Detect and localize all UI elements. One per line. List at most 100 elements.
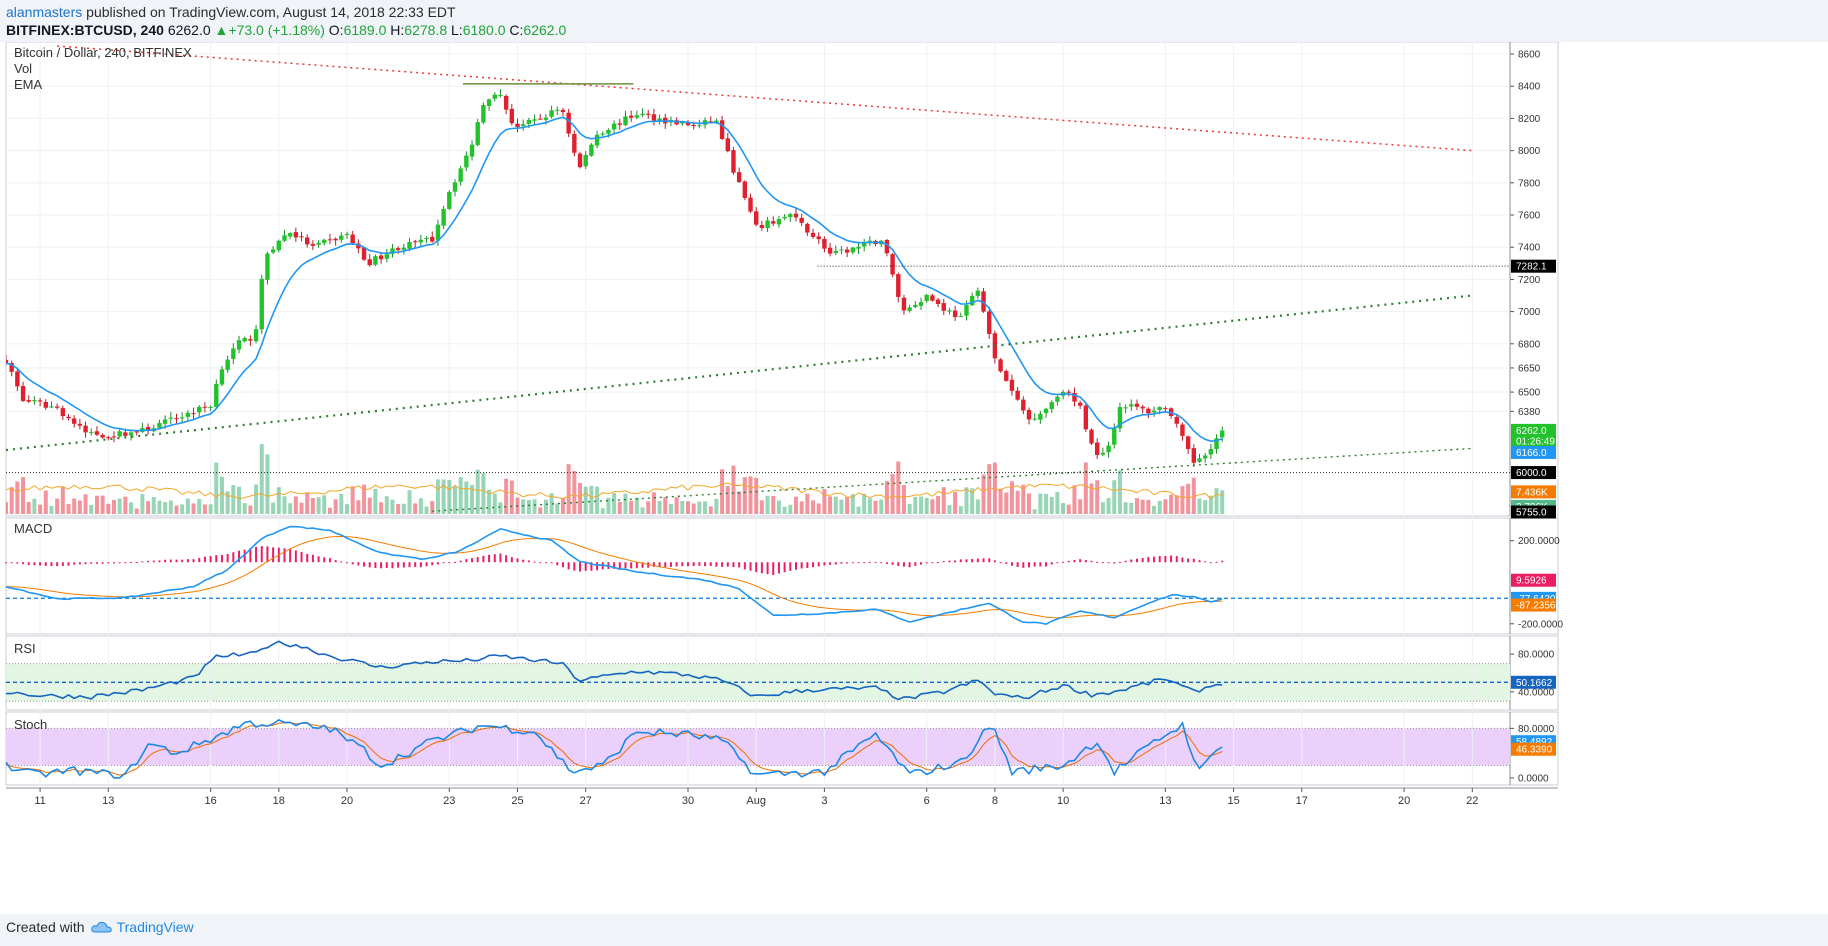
macd-hist-bar [550,562,553,564]
close-label: C: [509,22,524,38]
macd-hist-bar [732,562,735,568]
volume-bar [350,486,355,514]
macd-hist-bar [141,561,144,563]
price-pane-title: Bitcoin / Dollar, 240, BITFINEX [14,45,192,60]
macd-hist-bar [385,562,388,568]
candle-body [799,217,804,223]
volume-bar [1100,502,1105,514]
x-tick-label: 13 [1159,795,1171,807]
volume-bar [555,503,560,514]
candle-body [839,249,844,251]
volume-bar [129,502,134,514]
macd-hist-bar [61,562,64,567]
volume-bar [1061,503,1066,514]
symbol-label: BITFINEX:BTCUSD, 240 [6,22,164,38]
candle-body [452,182,458,192]
volume-ma-line [6,482,1223,500]
candle-body [287,233,293,237]
candle-body [896,274,901,297]
macd-hist-bar [209,556,212,563]
volume-bar [890,474,895,514]
candle-body [560,109,566,113]
candle-body [242,338,247,342]
candle-body [15,371,20,387]
candle-body [1038,413,1043,420]
macd-hist-bar [527,560,530,563]
candle-body [424,237,429,239]
macd-hist-bar [1147,557,1150,563]
volume-bar [481,473,486,514]
volume-bar [452,486,457,514]
candle-body [248,339,253,341]
macd-hist-bar [147,560,150,563]
macd-hist-bar [556,562,559,566]
candle-body [282,235,287,241]
volume-bar [606,497,611,514]
volume-bar [1004,492,1009,514]
volume-bar [345,504,349,514]
y-tick-label: 7400 [1518,243,1541,254]
macd-hist-bar [328,558,331,563]
volume-bar [231,485,236,514]
macd-hist-bar [579,562,582,572]
macd-hist-bar [635,562,638,569]
candle-body [265,253,270,280]
ohlc-line: BITFINEX:BTCUSD, 240 6262.0 ▲+73.0 (+1.1… [6,22,566,38]
candle-body [1055,396,1060,402]
rsi-tag: 50.1662 [1516,678,1553,689]
volume-bar [941,487,946,514]
macd-hist-bar [812,562,815,568]
volume-bar [998,488,1003,514]
macd-hist-bar [1164,556,1167,563]
macd-hist-bar [613,562,616,569]
macd-hist-bar [1056,562,1059,564]
x-tick-label: 8 [992,795,998,807]
candle-body [66,416,71,419]
macd-hist-bar [806,562,809,568]
candle-body [128,432,134,436]
volume-bar [583,486,588,514]
macd-hist-bar [999,562,1002,564]
volume-bar [470,485,475,514]
tradingview-logo[interactable]: TradingView [90,919,194,935]
volume-bar [1021,484,1026,514]
macd-hist-bar [1124,560,1127,563]
macd-hist-bar [783,562,786,573]
candle-body [788,214,793,218]
volume-bar [1214,488,1219,514]
price-tag-bg [1511,259,1556,273]
volume-bar [327,507,332,514]
chart-area[interactable]: 11 13 16 18 20 23 25 27 30 Aug 3 6 8 10 13 15 17 20 22 8600… [0,42,1828,914]
candle-body [1100,452,1106,455]
volume-bar [788,504,793,514]
macd-hist-bar [891,562,894,565]
candle-body [259,278,264,330]
candle-body [981,291,986,312]
candle-body [577,153,583,168]
macd-hist-bar [346,562,348,564]
y-tick-label: 7000 [1518,307,1541,318]
price-tag-bg [1511,434,1556,448]
volume-bar [862,493,867,514]
candle-body [856,246,861,249]
macd-hist-bar [823,562,826,566]
volume-bar [754,477,759,514]
macd-hist-bar [749,562,752,571]
candle-body [475,122,480,145]
candle-body [1077,402,1083,406]
cloud-icon [90,921,112,933]
volume-bar [60,486,65,514]
macd-hist-bar [988,558,991,563]
y-tick-label: 8400 [1518,82,1541,93]
macd-hist-bar [107,562,110,564]
macd-hist-bar [175,559,178,563]
macd-hist-bar [510,557,513,563]
author-link[interactable]: alanmasters [6,4,83,20]
macd-hist-bar [220,555,223,563]
volume-bar [793,496,798,514]
candle-body [913,304,918,308]
candle-body [736,172,742,183]
macd-hist-bar [669,562,672,567]
macd-hist-bar [1141,557,1144,563]
macd-hist-bar [238,550,241,563]
